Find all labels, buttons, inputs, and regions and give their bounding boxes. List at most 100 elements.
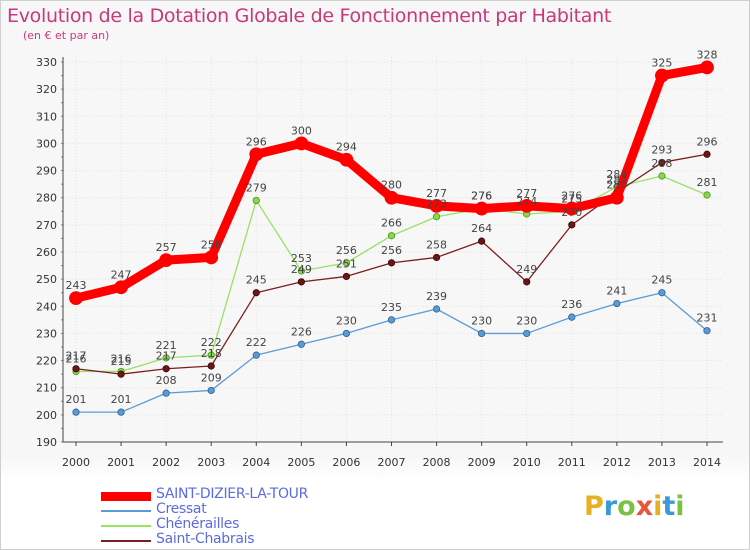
data-label: 264 [471,222,492,235]
data-label: 276 [561,190,582,203]
x-tick-label: 2014 [693,456,721,469]
legend-swatch [101,491,151,501]
data-point [339,152,354,167]
data-label: 245 [246,274,267,287]
data-label: 217 [66,350,87,363]
x-tick-label: 2002 [152,456,180,469]
data-label: 243 [66,279,87,292]
data-point [700,60,714,75]
data-label: 274 [516,195,537,208]
data-label: 236 [561,298,582,311]
data-point [387,316,396,324]
data-label: 245 [651,274,672,287]
data-point [72,408,80,416]
axes: 190 200 210 220 230 240 250 260 270 280 290 300 310 3… [36,56,723,469]
data-label: 239 [426,290,447,303]
legend-swatch [101,540,151,542]
data-point [613,299,621,308]
y-tick-label: 240 [36,300,57,313]
y-tick-label: 210 [36,382,57,395]
x-tick-label: 2012 [603,456,631,469]
data-label: 279 [246,181,267,194]
data-label: 253 [291,252,312,265]
data-label: 270 [561,206,582,219]
data-point [564,201,579,216]
data-label: 201 [66,393,87,406]
data-label: 277 [516,187,537,200]
y-tick-label: 280 [36,192,57,205]
data-point [658,172,666,180]
data-point [207,362,215,370]
data-point [252,351,260,359]
data-point [474,201,489,216]
data-point [429,198,444,213]
data-point [384,190,399,205]
series-lines [69,60,714,416]
data-point [162,365,170,373]
x-tick-label: 2008 [423,456,451,469]
data-point [69,291,83,306]
legend-swatch [101,525,151,527]
y-tick-label: 190 [36,436,57,449]
data-label: 231 [697,312,718,325]
data-label: 275 [561,192,582,205]
data-label: 328 [697,48,718,61]
y-tick-label: 290 [36,165,57,178]
data-labels: 243 247 257 258 296 300 294 280 277 276 277 276 280 3… [66,48,718,406]
x-tick-label: 2010 [513,456,541,469]
data-point [658,289,666,297]
data-label: 257 [156,241,177,254]
logo-letter: P [584,491,604,522]
data-label: 251 [336,257,357,270]
data-point [249,147,264,162]
y-tick-label: 300 [36,137,57,150]
data-label: 256 [381,244,402,257]
y-tick-label: 310 [36,110,57,123]
data-label: 280 [606,179,627,192]
x-tick-label: 2009 [468,456,496,469]
data-label: 294 [336,141,357,154]
data-label: 222 [246,336,267,349]
logo-letter: i [653,491,663,522]
data-point [432,213,441,221]
data-label: 201 [111,393,132,406]
data-label: 284 [606,168,627,181]
logo-letter: t [662,491,676,522]
data-point [609,190,624,205]
data-label: 266 [381,217,402,230]
data-label: 273 [426,198,447,211]
data-label: 217 [156,350,177,363]
data-point [297,278,305,286]
data-label: 226 [291,325,312,338]
chart-subtitle: (en € et par an) [23,29,110,42]
data-label: 276 [471,190,492,203]
data-point [114,280,128,295]
data-point [523,329,531,338]
x-tick-label: 2005 [287,456,315,469]
data-label: 235 [381,301,402,314]
x-tick-label: 2006 [332,456,360,469]
y-tick-label: 230 [36,327,57,340]
data-point [478,329,486,338]
data-point [204,250,219,265]
data-point [294,136,309,151]
data-label: 216 [111,352,132,365]
data-point [297,340,305,348]
data-label: 209 [201,371,222,384]
data-label: 215 [111,355,132,368]
data-point [162,354,170,362]
data-label: 296 [246,135,267,148]
data-point [162,389,170,397]
data-label: 247 [111,268,132,281]
legend-label: Chénérailles [156,516,240,532]
data-point [658,158,666,167]
data-label: 288 [651,157,672,170]
data-point [432,305,441,313]
y-tick-label: 260 [36,246,57,259]
data-point [655,68,669,83]
data-point [342,329,351,338]
data-point [432,253,441,262]
logo-letter: o [617,491,636,522]
